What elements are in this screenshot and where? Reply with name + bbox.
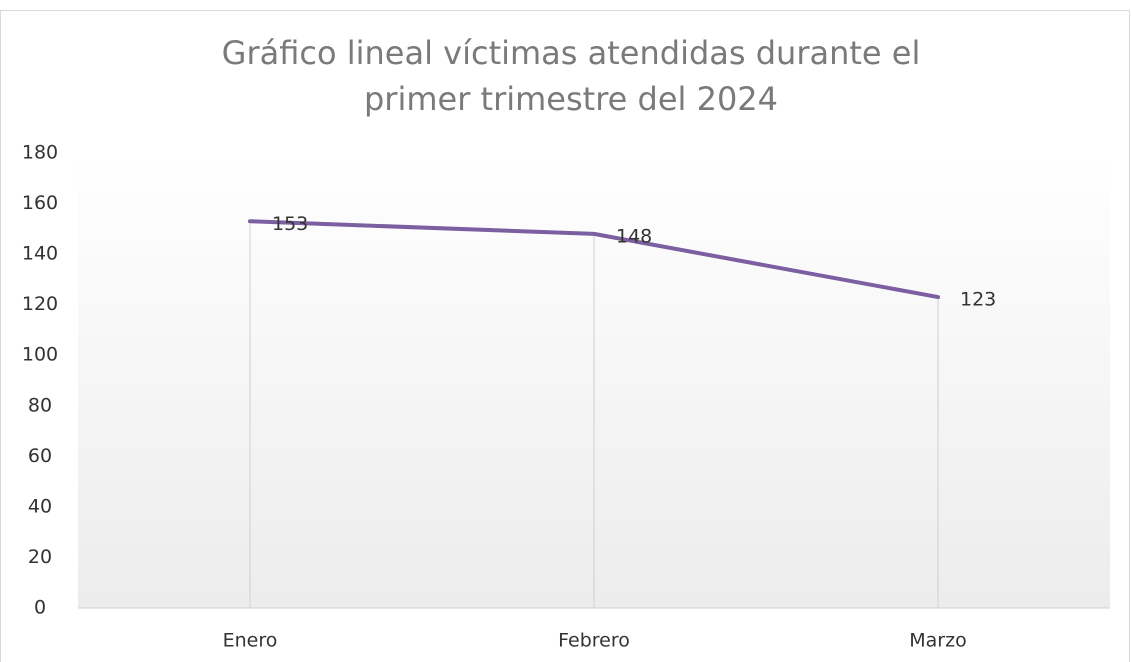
- chart-title: Gráfico lineal víctimas atendidas durant…: [221, 34, 921, 118]
- y-tick-label: 160: [22, 192, 58, 214]
- data-label: 148: [616, 225, 652, 247]
- x-tick-label: Enero: [223, 630, 278, 652]
- x-tick-label: Febrero: [558, 630, 630, 652]
- y-tick-label: 180: [22, 142, 58, 164]
- y-tick-label: 100: [22, 344, 58, 366]
- x-tick-label: Marzo: [909, 630, 966, 652]
- y-tick-label: 80: [28, 394, 52, 416]
- y-tick-label: 140: [22, 243, 58, 265]
- y-tick-label: 0: [34, 597, 46, 619]
- y-tick-label: 20: [28, 546, 52, 568]
- data-label: 153: [272, 213, 308, 235]
- data-label: 123: [960, 289, 996, 311]
- y-tick-label: 40: [28, 495, 52, 517]
- y-tick-label: 60: [28, 445, 52, 467]
- line-series: [248, 219, 940, 300]
- y-tick-label: 120: [22, 293, 58, 315]
